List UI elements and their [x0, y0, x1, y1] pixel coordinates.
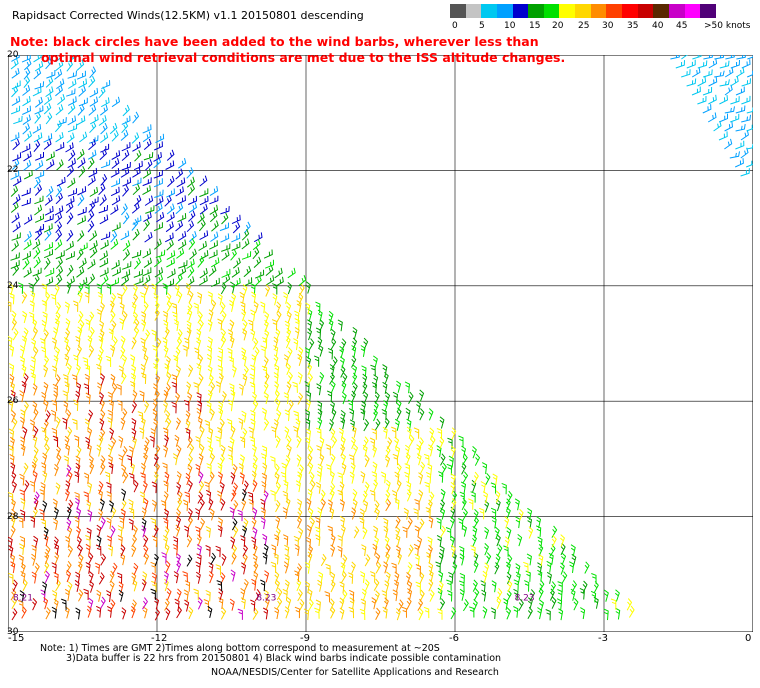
y-tick-label: 30 — [7, 627, 19, 637]
wind-barb-group — [33, 464, 269, 620]
note-line-2: optimal wind retrieval conditions are me… — [41, 50, 566, 65]
y-tick-label: 24 — [7, 280, 19, 291]
wind-barb-group — [19, 488, 269, 620]
legend-swatch — [512, 4, 529, 18]
legend-label: 40 — [652, 21, 664, 31]
footer-note-line-1: Note: 1) Times are GMT 2)Times along bot… — [40, 643, 440, 654]
lat-lon-grid — [8, 55, 753, 632]
time-label: 8.23 — [256, 593, 276, 603]
wind-speed-color-legend — [450, 4, 716, 18]
legend-swatch — [559, 4, 576, 18]
x-tick-label: -15 — [8, 633, 25, 644]
legend-labels: 0 5 10 15 20 25 30 35 40 45 >50 knots — [452, 21, 752, 33]
y-tick-label: 26 — [7, 396, 19, 407]
legend-swatch — [496, 4, 513, 18]
legend-swatch — [700, 4, 716, 18]
legend-label: 15 — [529, 21, 541, 31]
wind-barb-group — [8, 373, 269, 621]
x-tick-label: -9 — [300, 633, 310, 644]
legend-label: 0 — [452, 21, 458, 31]
legend-swatch — [653, 4, 669, 18]
legend-swatch — [684, 4, 701, 18]
legend-swatch — [465, 4, 482, 18]
wind-barbs — [8, 55, 753, 621]
time-labels: 8.21 8.23 8.23 — [13, 593, 535, 603]
y-tick-label: 20 — [7, 50, 19, 60]
legend-swatch — [668, 4, 685, 18]
wind-barb-group — [10, 55, 753, 177]
legend-swatch — [575, 4, 591, 18]
legend-label: 25 — [578, 21, 590, 31]
wind-barb-group — [10, 55, 753, 243]
wind-barb-group — [10, 463, 270, 619]
time-label: 8.21 — [13, 593, 33, 603]
legend-swatch — [450, 4, 466, 18]
y-tick-label: 28 — [7, 511, 19, 522]
wind-barb-group — [11, 138, 263, 243]
legend-swatch — [543, 4, 560, 18]
legend-swatch — [622, 4, 638, 18]
legend-label: >50 knots — [704, 21, 751, 31]
legend-swatch — [528, 4, 544, 18]
legend-label: 30 — [602, 21, 614, 31]
plot-frame — [8, 55, 753, 632]
note-line-1: Note: black circles have been added to t… — [10, 34, 539, 49]
wind-barb-group — [17, 238, 621, 621]
x-tick-label: -3 — [598, 633, 608, 644]
credit-line: NOAA/NESDIS/Center for Satellite Applica… — [211, 667, 499, 678]
legend-swatch — [637, 4, 654, 18]
legend-swatch — [590, 4, 607, 18]
wind-barb-group — [9, 373, 434, 620]
wind-barb-plot: 8.21 8.23 8.23 — [8, 55, 753, 632]
x-tick-label: -6 — [449, 633, 459, 644]
x-tick-label: -12 — [151, 633, 168, 644]
legend-label: 10 — [504, 21, 516, 31]
x-tick-label: 0 — [745, 633, 752, 644]
legend-swatch — [481, 4, 497, 18]
wind-barb-group — [8, 283, 434, 621]
legend-label: 5 — [479, 21, 485, 31]
wind-barb-group — [8, 283, 635, 621]
y-tick-label: 22 — [7, 165, 19, 176]
wind-barb-group — [10, 148, 599, 621]
footer-note-line-2: 3)Data buffer is 22 hrs from 20150801 4)… — [66, 653, 502, 664]
legend-label: 45 — [676, 21, 688, 31]
legend-label: 20 — [552, 21, 564, 31]
time-label: 8.23 — [515, 593, 535, 603]
legend-swatch — [606, 4, 623, 18]
legend-label: 35 — [627, 21, 639, 31]
map-title: Rapidsact Corrected Winds(12.5KM) v1.1 2… — [12, 9, 364, 22]
